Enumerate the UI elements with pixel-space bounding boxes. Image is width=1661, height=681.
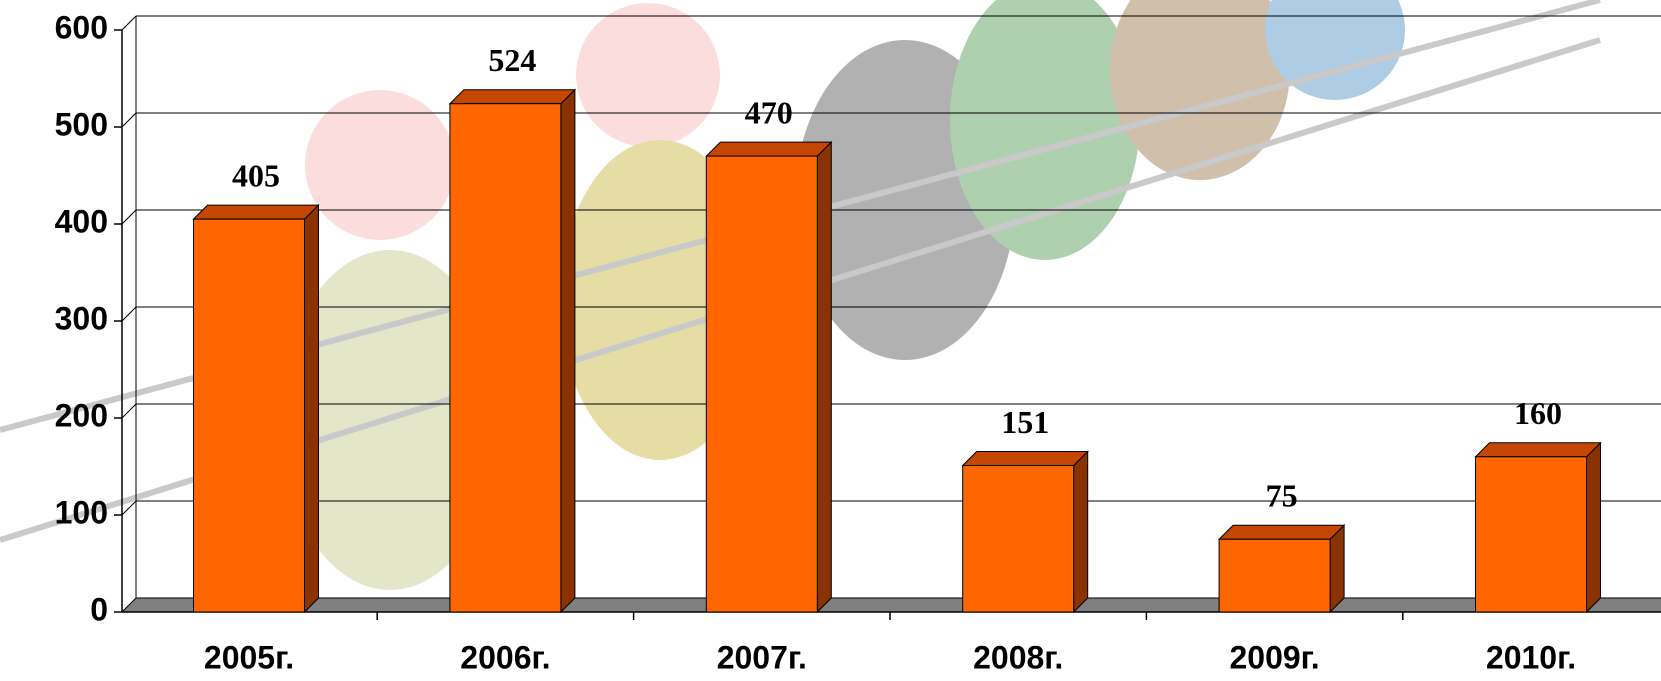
bar bbox=[962, 465, 1075, 613]
value-label: 524 bbox=[488, 42, 536, 78]
bar-side bbox=[304, 203, 319, 614]
x-tick-label: 2010г. bbox=[1486, 639, 1576, 675]
grid-line bbox=[121, 403, 137, 419]
y-tick-label: 300 bbox=[55, 300, 108, 336]
grid-line bbox=[121, 306, 137, 322]
y-tick-label: 500 bbox=[55, 106, 108, 142]
bar-side bbox=[1073, 450, 1089, 614]
bar-side bbox=[1586, 441, 1601, 614]
grid-line bbox=[121, 597, 137, 613]
bar bbox=[1218, 538, 1331, 613]
x-tick-label: 2008г. bbox=[973, 639, 1063, 675]
y-tick-label: 200 bbox=[55, 397, 108, 433]
grid-line bbox=[121, 500, 137, 516]
bar bbox=[1475, 456, 1587, 613]
bar bbox=[449, 103, 562, 613]
x-tick-label: 2007г. bbox=[717, 639, 807, 675]
bar-side bbox=[816, 140, 832, 614]
bar-top bbox=[961, 451, 1089, 467]
grid-line bbox=[121, 209, 137, 225]
x-tick-label: 2006г. bbox=[460, 639, 550, 675]
value-label: 405 bbox=[232, 157, 280, 193]
bar-side bbox=[1329, 524, 1345, 614]
y-tick-label: 400 bbox=[55, 203, 108, 239]
bar-side bbox=[560, 88, 576, 614]
y-tick-label: 100 bbox=[55, 494, 108, 530]
bar bbox=[705, 155, 818, 613]
bar bbox=[193, 218, 305, 613]
floor bbox=[122, 598, 1661, 612]
x-tick-label: 2009г. bbox=[1229, 639, 1319, 675]
bar-top bbox=[1217, 524, 1346, 540]
bar-top bbox=[448, 89, 577, 105]
grid-line bbox=[121, 112, 137, 128]
value-label: 75 bbox=[1266, 478, 1298, 514]
y-tick-label: 600 bbox=[55, 9, 108, 45]
value-label: 151 bbox=[1001, 404, 1049, 440]
bar-top bbox=[705, 141, 833, 157]
y-tick-label: 0 bbox=[90, 591, 108, 627]
x-tick-label: 2005г. bbox=[204, 639, 294, 675]
value-label: 470 bbox=[745, 94, 793, 130]
value-label: 160 bbox=[1514, 395, 1562, 431]
grid-line bbox=[121, 15, 137, 31]
bar-top bbox=[192, 204, 320, 220]
bar-top bbox=[1474, 442, 1602, 458]
